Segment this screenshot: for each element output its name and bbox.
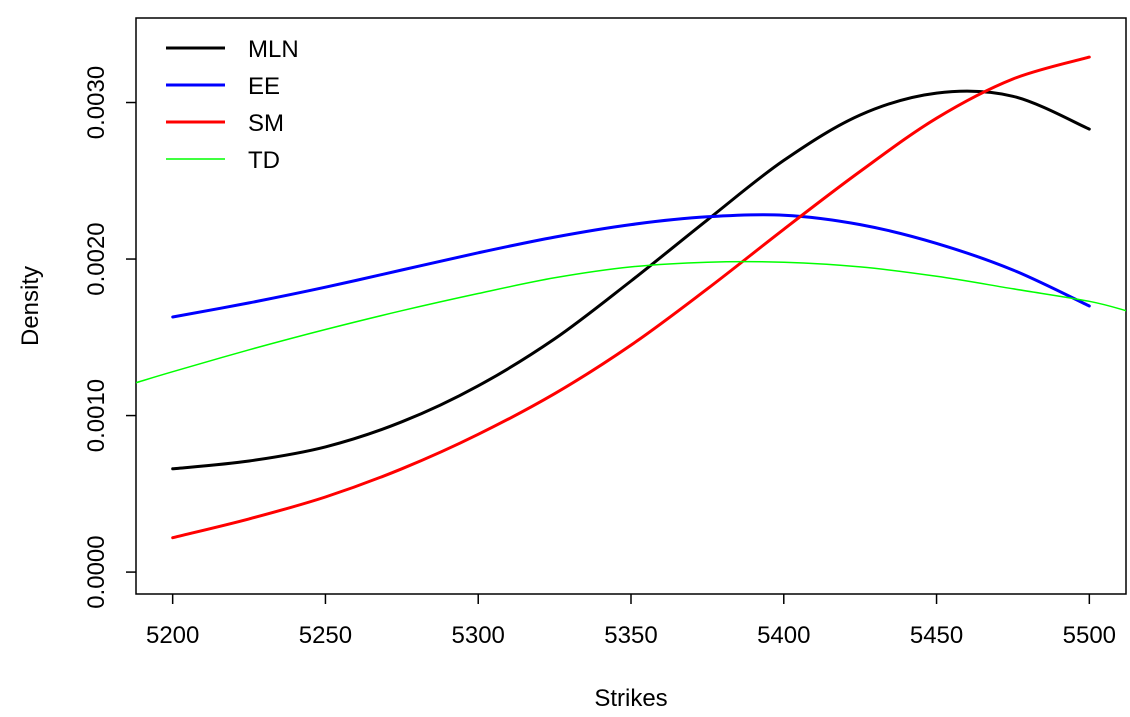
x-tick-label: 5500: [1063, 622, 1116, 649]
legend-label-ee: EE: [248, 73, 280, 100]
legend: MLN EE SM TD: [166, 36, 299, 174]
y-axis-title: Density: [17, 266, 44, 346]
x-tick-label: 5350: [604, 622, 657, 649]
series-line-td: [136, 260, 1126, 384]
series-line-sm: [171, 55, 1091, 540]
legend-label-td: TD: [248, 147, 280, 174]
x-tick-label: 5300: [452, 622, 505, 649]
x-tick-label: 5200: [146, 622, 199, 649]
series-line-mln: [171, 89, 1091, 471]
series-line-ee: [171, 213, 1091, 319]
x-tick-label: 5250: [299, 622, 352, 649]
plot-frame: [135, 17, 1127, 595]
series-layer: [136, 55, 1126, 540]
x-tick-label: 5450: [910, 622, 963, 649]
x-axis-title: Strikes: [594, 685, 667, 712]
y-tick-label: 0.0000: [83, 535, 110, 608]
y-tick-label: 0.0010: [83, 379, 110, 452]
y-tick-label: 0.0030: [83, 66, 110, 139]
y-axis: 0.0000 0.0010 0.0020 0.0030: [83, 66, 136, 609]
legend-label-mln: MLN: [248, 36, 299, 63]
y-tick-label: 0.0020: [83, 222, 110, 295]
x-tick-label: 5400: [757, 622, 810, 649]
x-axis: 5200 5250 5300 5350 5400 5450 5500: [146, 594, 1116, 649]
legend-label-sm: SM: [248, 110, 284, 137]
